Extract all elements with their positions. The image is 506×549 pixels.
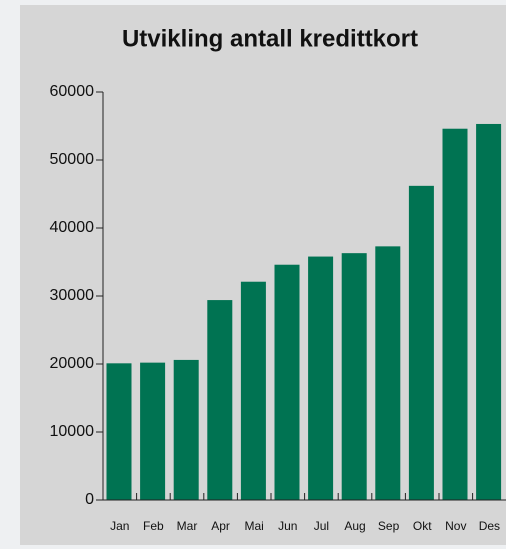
bar (308, 256, 334, 500)
y-tick-label: 20000 (50, 355, 95, 372)
y-tick-label: 60000 (50, 83, 95, 100)
bar (173, 359, 199, 500)
y-tick-label: 40000 (50, 219, 95, 236)
x-tick-label: Aug (344, 519, 365, 533)
x-tick-label: Feb (143, 519, 164, 533)
y-tick-label: 30000 (50, 287, 95, 304)
chart-title: Utvikling antall kredittkort (122, 25, 418, 52)
x-tick-label: Sep (378, 519, 400, 533)
x-tick-label: Des (479, 519, 500, 533)
y-tick-label: 50000 (50, 151, 95, 168)
x-tick-label: Apr (211, 519, 230, 533)
bar (274, 264, 300, 500)
bar (106, 363, 132, 500)
bar (140, 362, 166, 500)
x-tick-label: Jun (278, 519, 297, 533)
x-tick-label: Jul (314, 519, 329, 533)
x-tick-label: Okt (413, 519, 432, 533)
bar (476, 123, 502, 501)
y-tick-label: 0 (85, 491, 94, 508)
y-tick-label: 10000 (50, 423, 95, 440)
bar (442, 128, 468, 500)
bar (375, 246, 401, 500)
bar (341, 253, 367, 500)
x-tick-label: Mar (177, 519, 198, 533)
x-tick-label: Mai (245, 519, 264, 533)
x-tick-label: Jan (110, 519, 129, 533)
bar (408, 185, 434, 500)
x-tick-label: Nov (445, 519, 466, 533)
bar (240, 281, 266, 500)
bar (207, 300, 233, 500)
